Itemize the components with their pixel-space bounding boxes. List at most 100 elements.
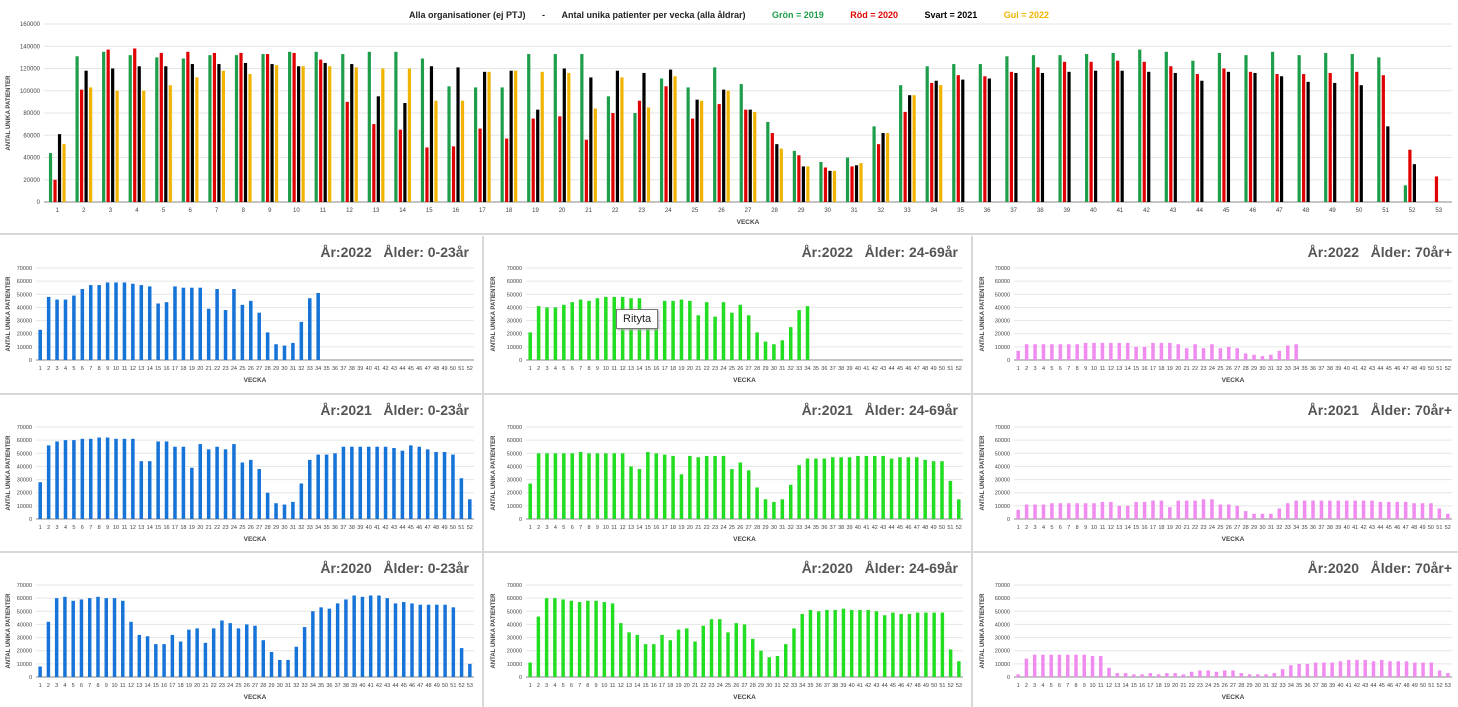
bar-week-41 — [864, 455, 869, 519]
y-tick-label: 10000 — [995, 345, 1010, 351]
x-tick-label: 49 — [1412, 683, 1418, 689]
bar-2022-week-21 — [593, 108, 597, 202]
bar-week-10 — [114, 438, 118, 519]
x-tick-label: 15 — [642, 683, 648, 689]
x-tick-label: 18 — [1158, 366, 1164, 372]
x-tick-label: 13 — [1116, 366, 1122, 372]
y-tick-label: 100000 — [20, 89, 41, 95]
bar-week-19 — [190, 467, 194, 519]
x-tick-label: 32 — [788, 525, 794, 531]
bar-2019-week-15 — [420, 58, 425, 202]
bar-week-22 — [215, 289, 219, 360]
bar-week-35 — [324, 454, 329, 519]
x-tick-label: 38 — [832, 683, 838, 689]
bar-2019-week-38 — [1031, 55, 1036, 203]
bar-week-3 — [545, 307, 549, 360]
bar-2019-week-9 — [261, 54, 265, 202]
x-tick-label: 3 — [56, 525, 59, 531]
bar-week-49 — [1413, 662, 1417, 677]
bar-2022-week-30 — [832, 170, 837, 202]
bar-week-38 — [350, 446, 354, 519]
x-tick-label: 9 — [1084, 525, 1087, 531]
x-tick-label: 47 — [914, 525, 920, 531]
x-tick-label: 39 — [846, 366, 852, 372]
x-tick-label: 35 — [1302, 525, 1308, 531]
x-tick-label: 4 — [63, 683, 66, 689]
x-tick-label: 10 — [603, 525, 609, 531]
bar-2020-week-35 — [956, 75, 960, 202]
x-tick-label: 4 — [135, 208, 139, 214]
bar-week-33 — [307, 459, 312, 519]
x-tick-label: 39 — [840, 683, 846, 689]
bar-week-14 — [147, 461, 152, 519]
bar-2022-week-12 — [354, 67, 358, 202]
bar-2022-week-16 — [460, 100, 465, 202]
x-tick-label: 28 — [750, 683, 756, 689]
bar-week-12 — [129, 621, 133, 677]
y-tick-label: 40000 — [17, 464, 32, 470]
x-tick-label: 31 — [290, 525, 296, 531]
bar-2020-week-38 — [1036, 67, 1040, 202]
x-tick-label: 34 — [804, 366, 810, 372]
x-tick-label: 21 — [585, 208, 592, 214]
y-tick-label: 50000 — [995, 292, 1010, 298]
x-tick-label: 30 — [281, 525, 287, 531]
x-tick-label: 39 — [1063, 208, 1070, 214]
bar-2019-week-14 — [394, 51, 398, 202]
bar-2020-week-51 — [1381, 75, 1385, 202]
bar-week-32 — [294, 646, 299, 677]
bar-week-17 — [1151, 342, 1155, 360]
x-tick-label: 35 — [957, 208, 964, 214]
panel-title: År:2021 Ålder: 24-69år — [802, 402, 958, 418]
main-bar-chart: 0 20000 40000 60000 80000 100000 120000 140000 1… — [6, 22, 1452, 226]
x-tick-label: 45 — [890, 683, 896, 689]
bar-2020-week-53 — [1434, 176, 1439, 202]
x-tick-label: 18 — [670, 525, 676, 531]
bar-week-5 — [562, 453, 566, 519]
x-tick-label: 41 — [1352, 366, 1358, 372]
x-tick-label: 50 — [1420, 683, 1426, 689]
x-tick-label: 44 — [1377, 525, 1383, 531]
bar-week-37 — [1313, 662, 1318, 677]
x-tick-label: 19 — [1164, 683, 1170, 689]
bar-week-52 — [957, 499, 961, 519]
x-tick-label: 34 — [799, 683, 805, 689]
bar-week-28 — [755, 487, 759, 519]
x-tick-label: 44 — [399, 525, 405, 531]
x-tick-label: 17 — [479, 208, 486, 214]
x-tick-label: 31 — [779, 525, 785, 531]
x-tick-label: 25 — [729, 366, 735, 372]
x-tick-label: 12 — [618, 683, 624, 689]
x-tick-label: 43 — [1170, 208, 1177, 214]
bar-week-27 — [1231, 670, 1235, 677]
bar-2021-week-51 — [1386, 126, 1390, 202]
year-label: År:2021 — [801, 402, 853, 418]
x-tick-label: 24 — [1209, 366, 1215, 372]
x-tick-label: 13 — [1116, 525, 1122, 531]
x-tick-label: 51 — [947, 525, 953, 531]
bar-week-21 — [1181, 674, 1186, 677]
bar-week-11 — [612, 296, 617, 360]
x-tick-label: 50 — [931, 683, 937, 689]
bar-2019-week-48 — [1297, 55, 1301, 203]
x-tick-label: 52 — [467, 366, 473, 372]
bar-week-13 — [629, 298, 633, 360]
bar-week-23 — [223, 449, 228, 519]
y-tick-label: 120000 — [20, 67, 41, 73]
y-tick-label: 10000 — [17, 504, 32, 510]
bar-2021-week-10 — [297, 66, 301, 203]
x-tick-label: 12 — [1106, 683, 1112, 689]
x-tick-label: 30 — [824, 208, 831, 214]
x-tick-label: 22 — [704, 366, 710, 372]
x-tick-label: 13 — [138, 366, 144, 372]
x-tick-label: 45 — [1386, 525, 1392, 531]
bar-week-4 — [553, 598, 557, 677]
bar-week-42 — [1355, 659, 1359, 677]
bar-week-29 — [1252, 354, 1256, 360]
x-tick-label: 3 — [55, 683, 58, 689]
x-tick-label: 17 — [169, 683, 175, 689]
bar-week-9 — [1083, 342, 1088, 360]
bar-week-42 — [866, 609, 870, 677]
x-axis-label: VECKA — [733, 536, 756, 543]
x-tick-label: 32 — [877, 208, 884, 214]
